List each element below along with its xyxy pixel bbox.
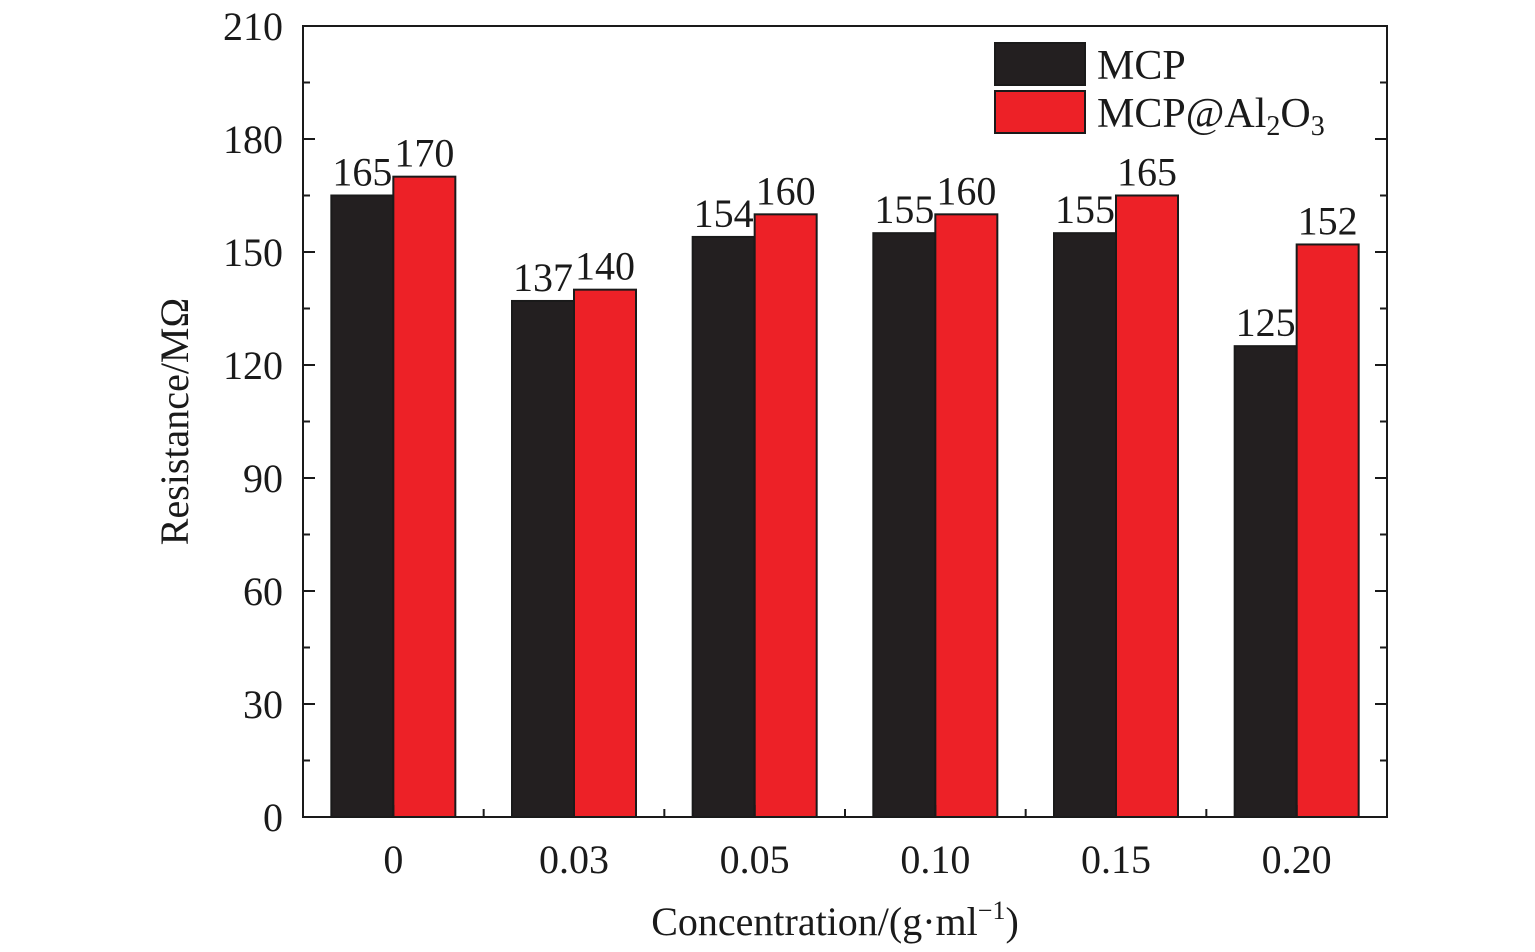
y-tick-label: 60 bbox=[243, 569, 283, 614]
x-tick-label: 0.10 bbox=[900, 837, 970, 882]
plot-frame bbox=[302, 25, 1388, 818]
y-tick-label: 0 bbox=[263, 795, 283, 840]
legend-label-mcp: MCP bbox=[1097, 43, 1186, 89]
x-tick-label: 0 bbox=[383, 837, 403, 882]
bar-mcp-1 bbox=[511, 299, 575, 818]
x-axis-title: Concentration/(g·ml−1) bbox=[651, 896, 1019, 944]
data-label: 165 bbox=[1117, 150, 1177, 195]
data-label: 125 bbox=[1236, 300, 1296, 345]
y-tick-label: 120 bbox=[223, 343, 283, 388]
data-label: 165 bbox=[332, 150, 392, 195]
data-label: 170 bbox=[394, 131, 454, 176]
x-tick-label: 0.05 bbox=[720, 837, 790, 882]
y-axis-title: Resistance/MΩ bbox=[152, 298, 197, 545]
y-tick-label: 30 bbox=[243, 682, 283, 727]
y-tick-label: 150 bbox=[223, 230, 283, 275]
data-label: 137 bbox=[513, 255, 573, 300]
data-label: 160 bbox=[936, 168, 996, 213]
x-tick-label: 0.03 bbox=[539, 837, 609, 882]
data-label: 152 bbox=[1298, 198, 1358, 243]
bar-mcp-5 bbox=[1233, 345, 1298, 818]
bar-mcp-al2o3-3 bbox=[934, 213, 999, 819]
bar-mcp-2 bbox=[691, 235, 756, 818]
bar-mcp-al2o3-5 bbox=[1295, 243, 1360, 818]
y-tick-label: 210 bbox=[223, 4, 283, 49]
y-tick-label: 90 bbox=[243, 456, 283, 501]
bar-mcp-3 bbox=[872, 232, 937, 818]
data-label: 160 bbox=[756, 168, 816, 213]
bar-mcp-al2o3-2 bbox=[753, 213, 818, 819]
bar-mcp-0 bbox=[330, 194, 395, 818]
bar-mcp-al2o3-0 bbox=[392, 175, 457, 818]
bar-mcp-4 bbox=[1053, 232, 1117, 818]
x-tick-label: 0.20 bbox=[1262, 837, 1332, 882]
bar-mcp-al2o3-1 bbox=[573, 288, 637, 818]
x-tick-label: 0.15 bbox=[1081, 837, 1151, 882]
legend-swatch-mcp bbox=[994, 42, 1086, 86]
data-label: 155 bbox=[874, 187, 934, 232]
axes-layer: 0 30 60 90 120 150 180 210 0 0.03 0.05 0.10 0.15 0.20… bbox=[152, 4, 1388, 944]
y-tick-label: 180 bbox=[223, 117, 283, 162]
bar-mcp-al2o3-4 bbox=[1115, 194, 1179, 818]
legend-label-mcp-al2o3: MCP@Al2O3 bbox=[1097, 91, 1325, 142]
data-label: 140 bbox=[575, 244, 635, 289]
data-label: 154 bbox=[694, 191, 754, 236]
bars-layer bbox=[330, 175, 1360, 819]
data-label: 155 bbox=[1055, 187, 1115, 232]
legend-swatch-mcp-al2o3 bbox=[994, 90, 1086, 134]
